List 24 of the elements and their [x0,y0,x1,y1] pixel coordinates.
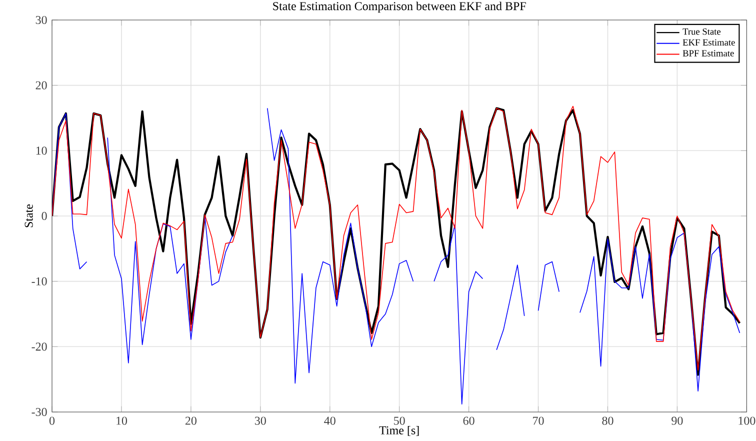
legend-label: True State [682,28,721,35]
chart-title: State Estimation Comparison between EKF and BPF [273,2,526,13]
y-tick-label: 30 [36,16,47,24]
x-tick-label: 40 [324,416,336,425]
x-tick-label: 100 [738,416,756,425]
x-tick-label: 0 [49,416,55,425]
x-tick-label: 80 [602,416,614,425]
y-tick-label: 20 [36,81,47,90]
x-tick-label: 50 [394,416,405,425]
y-tick-label: 10 [36,146,47,155]
x-axis-title: Time [s] [379,426,419,436]
x-tick-label: 10 [116,416,128,425]
y-axis-title: State [24,204,33,228]
legend-label: BPF Estimate [682,50,734,56]
x-tick-label: 30 [254,416,266,425]
x-tick-label: 60 [463,416,474,425]
x-tick-label: 90 [672,416,683,425]
x-tick-label: 20 [185,416,196,425]
y-tick-label: -10 [32,277,47,286]
x-tick-label: 70 [533,416,544,425]
y-tick-label: -20 [32,342,47,351]
y-tick-label: -30 [32,408,47,416]
y-tick-label: 0 [42,212,47,220]
legend-label: EKF Estimate [682,39,735,46]
